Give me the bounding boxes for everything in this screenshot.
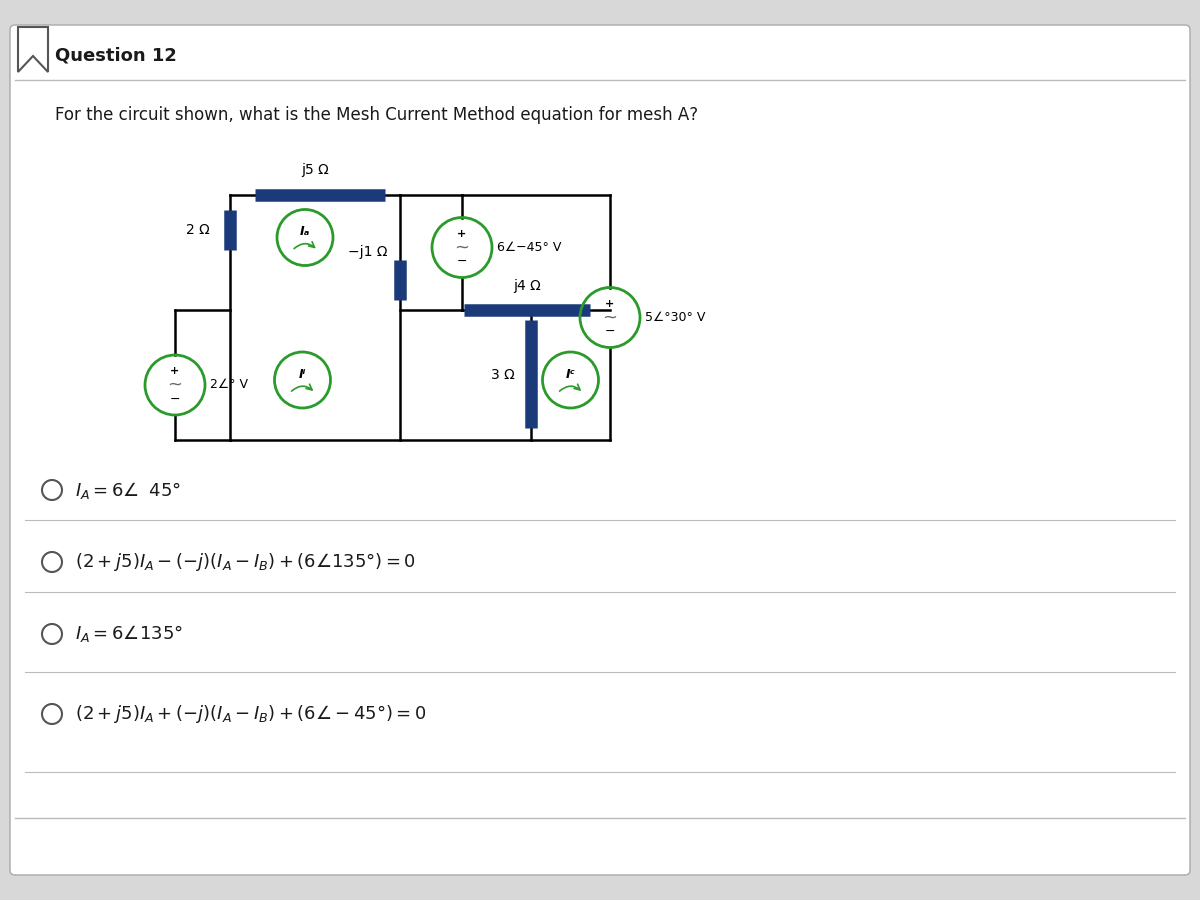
- Text: −: −: [169, 392, 180, 406]
- Text: ~: ~: [168, 376, 182, 394]
- Text: For the circuit shown, what is the Mesh Current Method equation for mesh A?: For the circuit shown, what is the Mesh …: [55, 106, 698, 124]
- Text: $(2 + j5)I_A - (-j)(I_A - I_B) + (6\angle 135°) = 0$: $(2 + j5)I_A - (-j)(I_A - I_B) + (6\angl…: [74, 551, 416, 573]
- Text: ~: ~: [602, 309, 618, 327]
- Text: −j1 Ω: −j1 Ω: [348, 245, 388, 259]
- Text: $I_A = 6\angle\;\;45°$: $I_A = 6\angle\;\;45°$: [74, 480, 181, 500]
- Text: Iᶜ: Iᶜ: [565, 367, 575, 381]
- Text: Question 12: Question 12: [55, 46, 176, 64]
- Text: −: −: [457, 255, 467, 268]
- Text: j5 Ω: j5 Ω: [301, 163, 329, 177]
- Text: Iⁱ: Iⁱ: [299, 367, 306, 381]
- Text: 2 Ω: 2 Ω: [186, 223, 210, 237]
- FancyBboxPatch shape: [10, 25, 1190, 875]
- Text: ~: ~: [455, 238, 469, 256]
- Text: Iₐ: Iₐ: [300, 225, 310, 238]
- Text: +: +: [605, 299, 614, 309]
- Text: +: +: [457, 229, 467, 238]
- Text: 2∠° V: 2∠° V: [210, 379, 248, 392]
- Text: +: +: [170, 366, 180, 376]
- Text: 6∠−45° V: 6∠−45° V: [497, 241, 562, 254]
- Text: j4 Ω: j4 Ω: [514, 279, 541, 293]
- Text: 3 Ω: 3 Ω: [491, 368, 515, 382]
- Text: −: −: [605, 325, 616, 338]
- Text: $I_A = 6\angle 135°$: $I_A = 6\angle 135°$: [74, 624, 182, 644]
- Text: $(2 + j5)I_A + (-j)(I_A - I_B) + (6\angle - 45°) = 0$: $(2 + j5)I_A + (-j)(I_A - I_B) + (6\angl…: [74, 703, 427, 725]
- Text: 5∠°30° V: 5∠°30° V: [646, 311, 706, 324]
